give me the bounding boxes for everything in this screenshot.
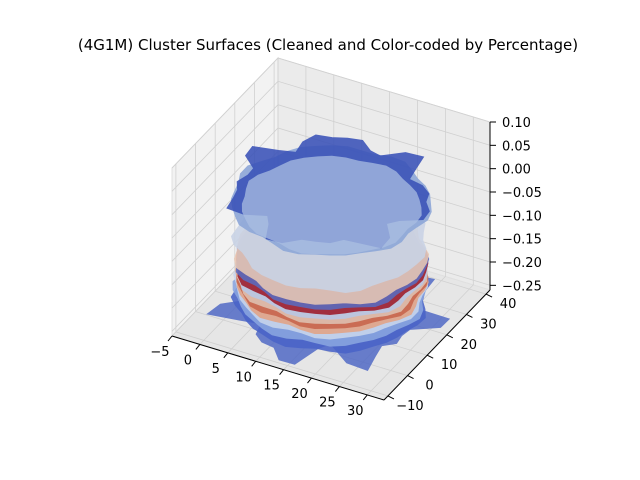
y-axis-line — [383, 289, 491, 401]
y-tick-mark — [407, 375, 414, 380]
z-tick-label: −0.25 — [502, 279, 542, 294]
cluster-surfaces — [206, 134, 451, 371]
grid-line-z — [171, 127, 491, 239]
z-tick-label: 0.00 — [502, 163, 531, 178]
y-tick-mark — [387, 395, 395, 400]
surface-top-sheen — [241, 155, 422, 255]
grid-line-y — [175, 163, 389, 397]
x-tick-mark — [223, 352, 229, 359]
z-tick-label: −0.15 — [502, 233, 542, 248]
grid-line-z — [171, 80, 491, 192]
x-tick-mark — [251, 360, 257, 367]
x-axis-line — [171, 335, 385, 401]
z-tick-label: 0.10 — [502, 116, 531, 131]
y-tick-label: −10 — [396, 399, 423, 414]
y-tick-mark — [446, 334, 454, 339]
y-tick-label: 20 — [461, 338, 478, 353]
grid-line-z — [171, 104, 491, 215]
z-tick-label: 0.05 — [502, 139, 531, 154]
x-tick-label: 25 — [319, 396, 336, 411]
x-tick-mark — [195, 344, 201, 350]
z-tick-label: −0.05 — [502, 186, 542, 201]
x-tick-mark — [167, 335, 173, 342]
x-tick-mark — [362, 394, 368, 401]
y-tick-mark — [426, 354, 434, 359]
y-tick-label: 40 — [500, 297, 517, 312]
z-tick-label: −0.20 — [502, 256, 542, 271]
y-tick-mark — [485, 293, 493, 298]
z-tick-label: −0.10 — [502, 209, 542, 224]
chart-title: (4G1M) Cluster Surfaces (Cleaned and Col… — [78, 36, 578, 54]
x-tick-label: −5 — [150, 345, 169, 360]
grid-line-x — [367, 116, 474, 396]
x-tick-mark — [307, 377, 312, 384]
x-tick-mark — [279, 369, 284, 375]
y-tick-label: 0 — [425, 379, 433, 394]
x-tick-mark — [334, 386, 340, 392]
x-tick-label: 5 — [212, 362, 220, 377]
y-tick-label: 30 — [480, 317, 497, 332]
grid-line-y — [195, 143, 408, 376]
x-tick-label: 20 — [291, 387, 308, 402]
y-tick-mark — [466, 313, 473, 318]
y-tick-label: 10 — [441, 358, 458, 373]
grid-line-z — [171, 57, 491, 169]
x-tick-label: 10 — [235, 370, 252, 385]
x-tick-label: 15 — [263, 379, 280, 394]
x-tick-label: 30 — [347, 404, 364, 419]
x-tick-label: 0 — [184, 353, 192, 368]
